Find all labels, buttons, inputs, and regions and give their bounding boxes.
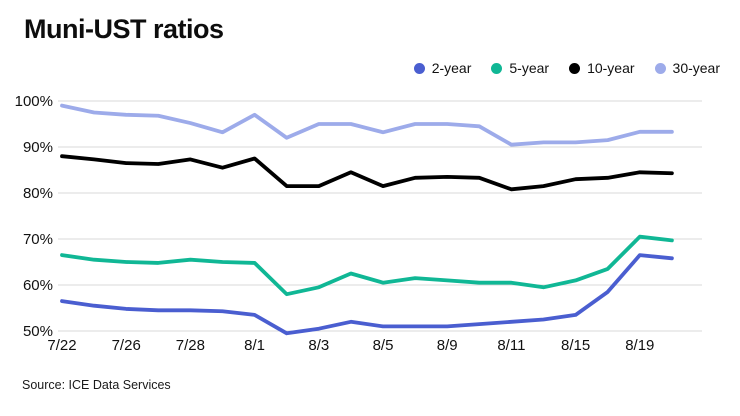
chart-legend: 2-year 5-year 10-year 30-year: [413, 60, 720, 76]
legend-item-10-year: 10-year: [569, 60, 635, 76]
x-axis-tick-label: 7/22: [47, 337, 76, 354]
series-line-2-year: [60, 253, 674, 336]
legend-item-2-year: 2-year: [413, 60, 472, 76]
y-axis-tick-label: 50%: [23, 323, 53, 340]
x-axis-tick-label: 8/3: [308, 337, 329, 354]
y-axis-tick-label: 70%: [23, 231, 53, 248]
legend-dot-icon: [654, 62, 666, 74]
legend-label: 30-year: [672, 60, 720, 76]
y-axis-tick-label: 100%: [15, 93, 53, 110]
legend-label: 5-year: [509, 60, 550, 76]
x-axis-tick-label: 8/5: [373, 337, 394, 354]
legend-item-30-year: 30-year: [654, 60, 720, 76]
x-axis-tick-label: 8/15: [561, 337, 590, 354]
x-axis-tick-label: 7/28: [176, 337, 205, 354]
x-axis-tick-label: 8/9: [437, 337, 458, 354]
x-axis-tick-label: 8/11: [497, 337, 525, 354]
series-line-30-year: [60, 103, 674, 147]
legend-dot-icon: [569, 62, 581, 74]
series-line-5-year: [60, 234, 674, 297]
legend-dot-icon: [491, 62, 503, 74]
legend-label: 2-year: [431, 60, 472, 76]
x-axis-tick-label: 8/19: [625, 337, 654, 354]
x-axis-tick-label: 8/1: [244, 337, 265, 354]
source-note: Source: ICE Data Services: [22, 378, 171, 392]
series-line-10-year: [60, 154, 674, 192]
chart-title: Muni-UST ratios: [24, 14, 224, 44]
x-axis-tick-label: 7/26: [112, 337, 141, 354]
y-axis-tick-label: 60%: [23, 277, 53, 294]
legend-dot-icon: [413, 62, 425, 74]
legend-item-5-year: 5-year: [491, 60, 549, 76]
line-chart: 100% 90% 80% 70% 60% 50%7/22 7/26 7/28 8/1 8/3 8/5…: [15, 93, 702, 354]
legend-label: 10-year: [587, 60, 635, 76]
y-axis-tick-label: 80%: [23, 185, 53, 202]
y-axis-tick-label: 90%: [23, 139, 53, 156]
